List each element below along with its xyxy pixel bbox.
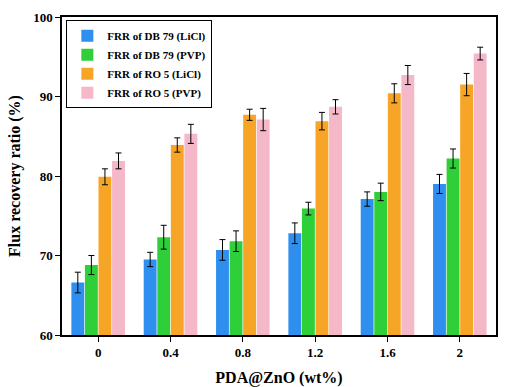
svg-text:0.4: 0.4: [162, 345, 179, 360]
svg-text:FRR of DB 79 (LiCl): FRR of DB 79 (LiCl): [107, 30, 205, 43]
svg-text:1.6: 1.6: [379, 345, 396, 360]
svg-text:0: 0: [95, 345, 102, 360]
svg-text:80: 80: [40, 169, 53, 184]
svg-text:100: 100: [33, 10, 53, 25]
svg-text:0.8: 0.8: [235, 345, 252, 360]
svg-text:70: 70: [40, 248, 53, 263]
svg-text:Flux recovery ratio (%): Flux recovery ratio (%): [6, 95, 24, 257]
svg-text:FRR of RO 5 (LiCl): FRR of RO 5 (LiCl): [107, 68, 201, 81]
svg-text:90: 90: [40, 89, 53, 104]
svg-text:60: 60: [40, 328, 53, 343]
svg-text:PDA@ZnO (wt%): PDA@ZnO (wt%): [215, 369, 342, 387]
svg-text:1.2: 1.2: [307, 345, 323, 360]
svg-text:FRR of RO 5 (PVP): FRR of RO 5 (PVP): [107, 87, 201, 100]
svg-text:2: 2: [457, 345, 464, 360]
svg-text:FRR of DB 79 (PVP): FRR of DB 79 (PVP): [107, 49, 205, 62]
